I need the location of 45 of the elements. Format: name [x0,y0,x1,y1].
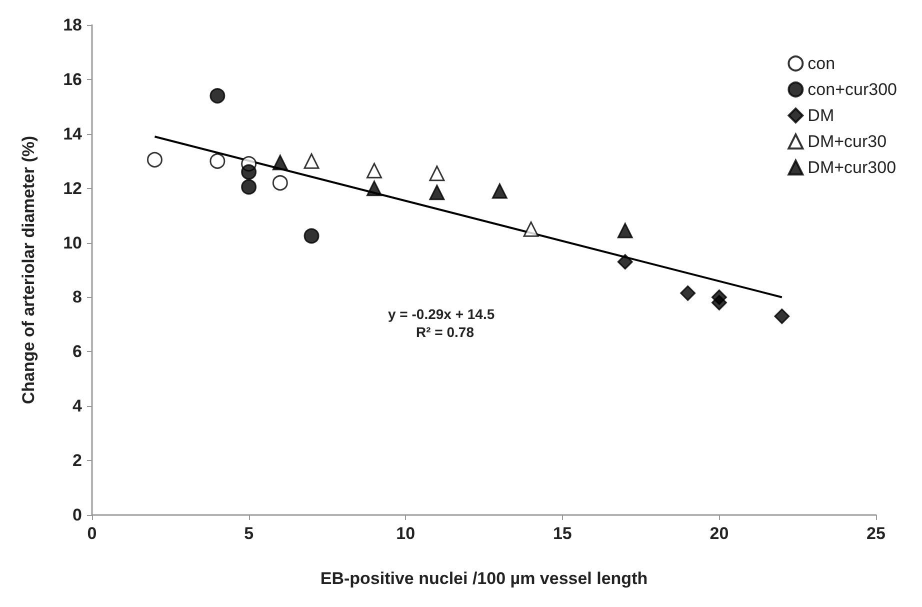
point [523,221,539,237]
x-tick-label: 0 [87,524,97,543]
x-axis-title: EB-positive nuclei /100 µm vessel length [320,569,648,588]
y-tick-label: 10 [63,233,82,252]
point [774,308,790,324]
point [241,179,257,195]
y-tick-label: 4 [72,396,83,416]
point [429,166,445,182]
y-tick-label: 14 [63,124,83,144]
y-tick-label: 18 [63,16,82,34]
point [272,154,288,170]
point [210,88,226,104]
point [304,153,320,169]
point [241,164,257,180]
point [210,153,226,169]
point [492,183,508,199]
x-tick-label: 20 [710,524,729,543]
x-tick-label: 5 [244,524,254,543]
y-tick-label: 6 [72,342,82,362]
point [366,162,382,178]
point [617,222,633,238]
y-tick-label: 8 [72,288,82,307]
point [617,254,633,270]
point [304,228,320,244]
y-tick-label: 2 [72,451,82,470]
point [429,184,445,200]
legend-label: con+cur300 [808,80,898,99]
x-tick-label: 25 [866,524,886,543]
point [366,180,382,196]
x-tick-label: 10 [396,524,416,543]
y-tick-label: 16 [63,70,82,89]
point [146,152,162,168]
annotation: R² = 0.78 [416,324,474,340]
point [680,285,696,301]
annotation: y = -0.29x + 14.5 [388,306,495,322]
x-tick-label: 15 [552,524,572,543]
legend-label: DM+cur30 [808,132,887,151]
point [272,175,288,191]
y-tick-label: 0 [72,506,82,524]
y-axis-title: Change of arteriolar diameter (%) [19,136,38,404]
y-tick-label: 12 [63,178,82,198]
point [711,294,727,310]
legend-label: DM+cur300 [808,158,896,177]
legend-label: DM [808,106,834,125]
legend-label: con [808,54,836,73]
